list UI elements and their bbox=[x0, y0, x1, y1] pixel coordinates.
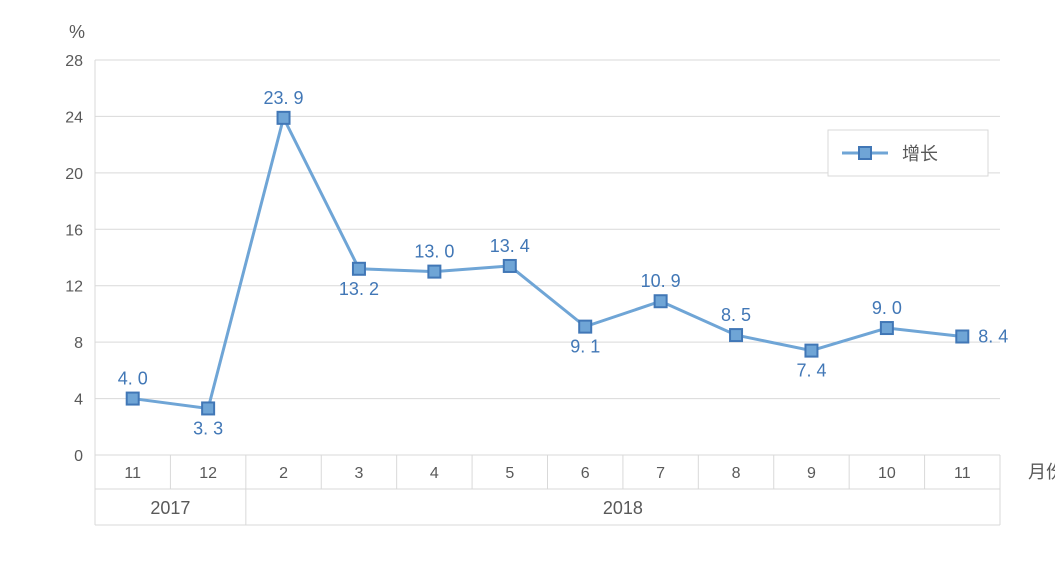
y-tick-label: 4 bbox=[74, 392, 83, 409]
data-label: 3. 3 bbox=[193, 418, 223, 438]
legend-marker bbox=[859, 147, 871, 159]
series-marker bbox=[579, 321, 591, 333]
data-label: 13. 4 bbox=[490, 236, 530, 256]
x-group-label: 2018 bbox=[603, 498, 643, 518]
x-category-label: 3 bbox=[355, 465, 364, 482]
series-marker bbox=[730, 329, 742, 341]
data-label: 4. 0 bbox=[118, 369, 148, 389]
x-group-label: 2017 bbox=[150, 498, 190, 518]
x-category-label: 12 bbox=[199, 465, 217, 482]
data-label: 9. 1 bbox=[570, 337, 600, 357]
x-category-label: 2 bbox=[279, 465, 288, 482]
y-tick-label: 8 bbox=[74, 335, 83, 352]
x-category-label: 11 bbox=[124, 465, 141, 482]
line-chart: 0 4 8 12 16 20 24 28 11 12 2 3 4 5 6 7 8 9 10 11 2017 2018% 月份… bbox=[0, 0, 1055, 562]
series-marker bbox=[428, 266, 440, 278]
y-tick-label: 20 bbox=[65, 166, 83, 183]
x-axis-title: 月份 bbox=[1028, 462, 1055, 482]
y-tick-label: 12 bbox=[65, 279, 83, 296]
series-marker bbox=[127, 393, 139, 405]
x-category-label: 4 bbox=[430, 465, 439, 482]
series-marker bbox=[655, 295, 667, 307]
data-label: 9. 0 bbox=[872, 298, 902, 318]
data-label: 8. 5 bbox=[721, 305, 751, 325]
y-tick-label: 0 bbox=[74, 448, 83, 465]
series-marker bbox=[881, 322, 893, 334]
data-label: 23. 9 bbox=[264, 88, 304, 108]
y-tick-label: 28 bbox=[65, 53, 83, 70]
y-axis-unit-label: % bbox=[69, 22, 85, 42]
legend-label: 增长 bbox=[902, 144, 938, 164]
data-label: 10. 9 bbox=[641, 271, 681, 291]
data-label: 13. 2 bbox=[339, 279, 379, 299]
series-marker bbox=[956, 331, 968, 343]
x-category-label: 7 bbox=[656, 465, 665, 482]
data-label: 8. 4 bbox=[978, 327, 1008, 347]
x-category-label: 6 bbox=[581, 465, 590, 482]
x-category-label: 9 bbox=[807, 465, 816, 482]
series-marker bbox=[202, 402, 214, 414]
x-category-label: 8 bbox=[732, 465, 741, 482]
y-tick-label: 24 bbox=[65, 109, 83, 126]
data-label: 7. 4 bbox=[796, 361, 826, 381]
x-category-label: 11 bbox=[954, 465, 971, 482]
series-marker bbox=[278, 112, 290, 124]
data-label: 13. 0 bbox=[414, 242, 454, 262]
series-marker bbox=[805, 345, 817, 357]
series-marker bbox=[353, 263, 365, 275]
x-category-label: 10 bbox=[878, 465, 896, 482]
y-tick-label: 16 bbox=[65, 222, 83, 239]
chart-container: 0 4 8 12 16 20 24 28 11 12 2 3 4 5 6 7 8 9 10 11 2017 2018% 月份… bbox=[0, 0, 1055, 562]
series-marker bbox=[504, 260, 516, 272]
x-category-label: 5 bbox=[505, 465, 514, 482]
